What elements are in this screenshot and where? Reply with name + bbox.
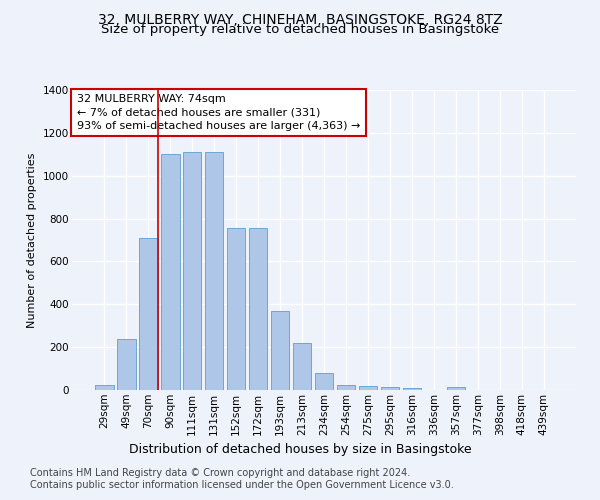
Bar [293,343,311,390]
Bar [161,154,179,390]
Bar [95,384,113,390]
Bar [227,228,245,390]
Text: Contains public sector information licensed under the Open Government Licence v3: Contains public sector information licen… [30,480,454,490]
Bar [446,387,465,390]
Y-axis label: Number of detached properties: Number of detached properties [28,152,37,328]
Bar [403,388,421,390]
Bar [205,152,223,390]
Bar [314,373,334,390]
Bar [139,238,158,390]
Text: Size of property relative to detached houses in Basingstoke: Size of property relative to detached ho… [101,22,499,36]
Bar [249,228,268,390]
Bar [359,386,377,390]
Bar [271,310,289,390]
Bar [117,338,136,390]
Text: Distribution of detached houses by size in Basingstoke: Distribution of detached houses by size … [128,442,472,456]
Text: 32 MULBERRY WAY: 74sqm
← 7% of detached houses are smaller (331)
93% of semi-det: 32 MULBERRY WAY: 74sqm ← 7% of detached … [77,94,361,131]
Bar [183,152,202,390]
Bar [380,387,399,390]
Text: Contains HM Land Registry data © Crown copyright and database right 2024.: Contains HM Land Registry data © Crown c… [30,468,410,477]
Bar [337,384,355,390]
Text: 32, MULBERRY WAY, CHINEHAM, BASINGSTOKE, RG24 8TZ: 32, MULBERRY WAY, CHINEHAM, BASINGSTOKE,… [98,12,502,26]
